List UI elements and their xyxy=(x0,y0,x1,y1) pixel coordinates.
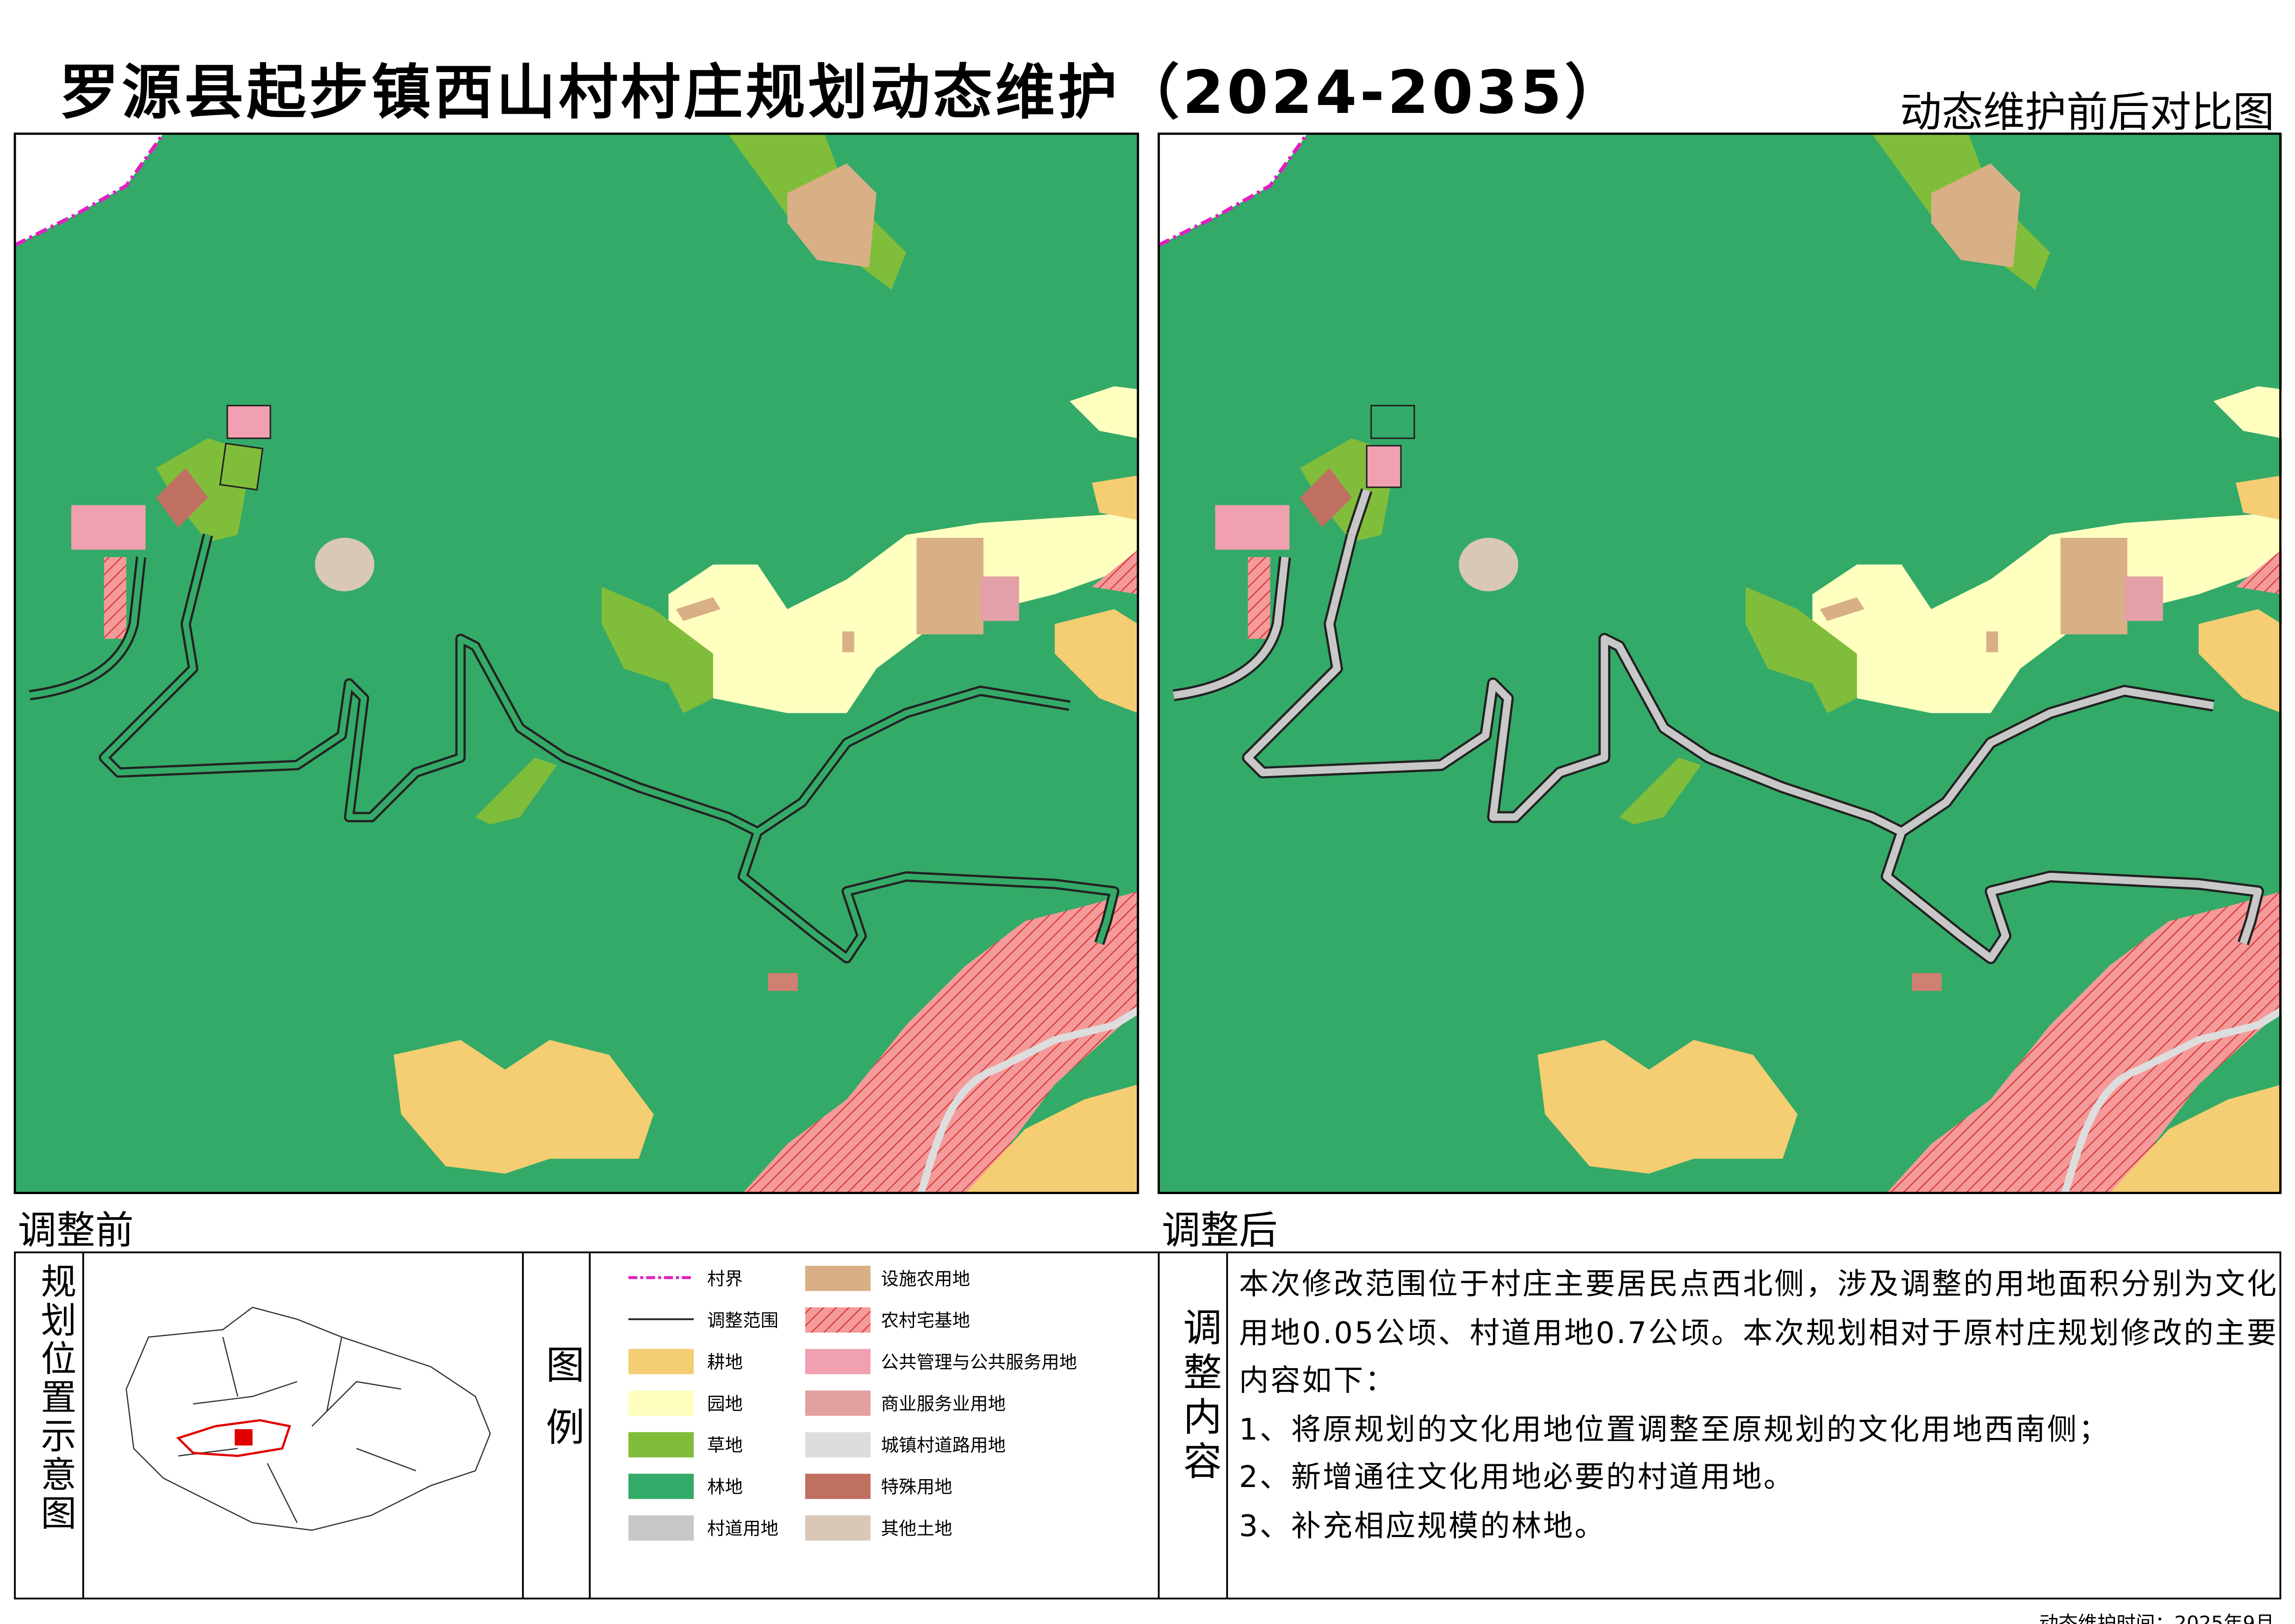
legend-label: 其他土地 xyxy=(881,1518,952,1539)
location-label: 规划位置示意图 xyxy=(34,1263,76,1533)
content-label: 调整内容 xyxy=(1176,1307,1221,1486)
legend-label: 村界 xyxy=(707,1269,743,1290)
legend-label: 特殊用地 xyxy=(881,1476,952,1498)
legend-swatches xyxy=(628,1265,871,1541)
legend-label: 农村宅基地 xyxy=(881,1310,970,1332)
map-label: 调整后 xyxy=(1162,1209,1278,1254)
legend-label: 园地 xyxy=(707,1393,743,1414)
paragraph: 本次修改范围位于村庄主要居民点西北侧，涉及调整的用地面积分别为文化用地0.05公… xyxy=(1239,1265,2278,1398)
legend-title: 图例 xyxy=(539,1344,584,1469)
paragraph: 2、新增通往文化用地必要的村道用地。 xyxy=(1239,1459,1795,1495)
legend-label: 草地 xyxy=(707,1435,743,1456)
legend-label: 设施农用地 xyxy=(881,1269,970,1290)
subtitle: 动态维护前后对比图 xyxy=(1900,87,2275,137)
location-map xyxy=(125,1307,491,1531)
content: 本次修改范围位于村庄主要居民点西北侧，涉及调整的用地面积分别为文化用地0.05公… xyxy=(1239,1260,2279,1549)
title: 罗源县起步镇西山村村庄规划动态维护（2024-2035） xyxy=(59,59,1627,128)
paragraph: 3、补充相应规模的林地。 xyxy=(1239,1507,1606,1543)
footer: 动态维护时间：2025年9月 xyxy=(2039,1607,2274,1624)
legend-label: 公共管理与公共服务用地 xyxy=(881,1352,1077,1373)
map-after xyxy=(1159,134,2282,1193)
map-label: 调整前 xyxy=(18,1209,134,1254)
legend-label: 调整范围 xyxy=(707,1310,779,1332)
paragraph: 1、将原规划的文化用地位置调整至原规划的文化用地西南侧； xyxy=(1239,1410,2110,1446)
legend-label: 耕地 xyxy=(707,1352,743,1373)
bottom-panel xyxy=(14,1251,2282,1599)
legend-label: 商业服务业用地 xyxy=(881,1393,1006,1414)
legend-label: 村道用地 xyxy=(707,1518,779,1539)
legend-label: 城镇村道路用地 xyxy=(881,1435,1006,1456)
map-before xyxy=(15,134,1138,1193)
legend-label: 林地 xyxy=(707,1476,743,1498)
